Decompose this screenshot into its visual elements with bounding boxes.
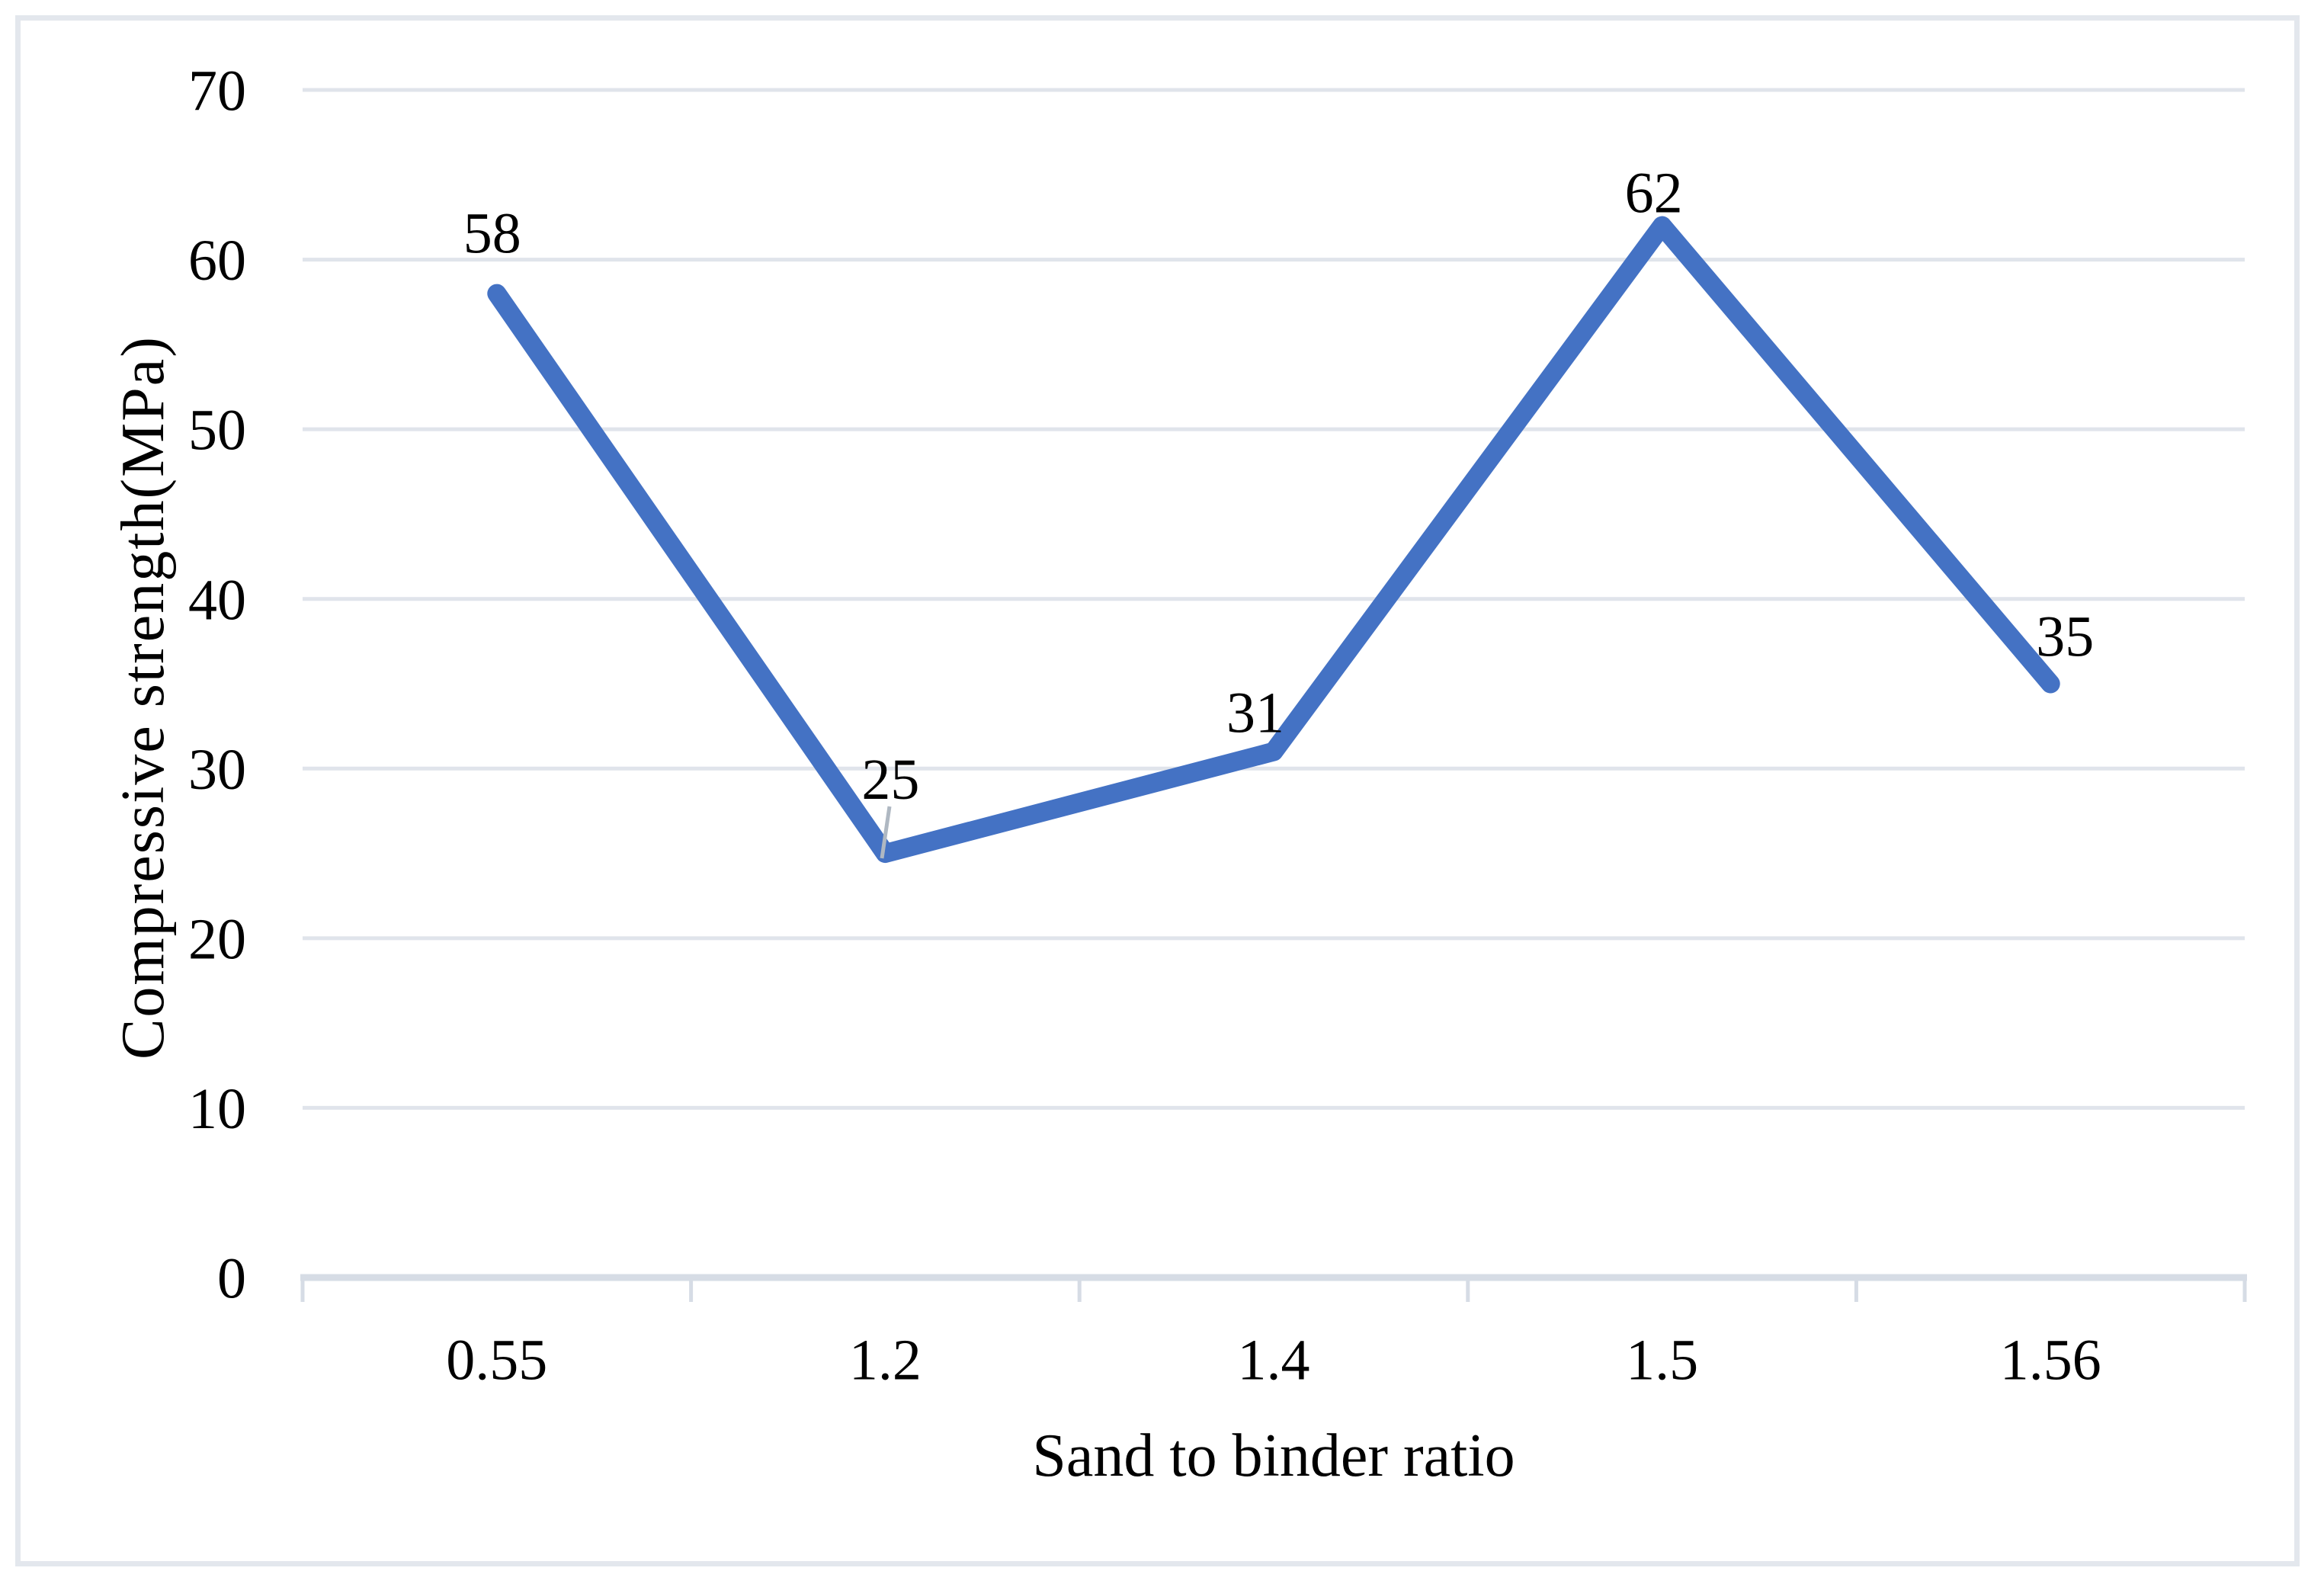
y-tick-label-10: 10 [188, 1077, 246, 1141]
data-labels: 58 25 31 62 35 [463, 162, 2094, 859]
y-tick-label-40: 40 [188, 568, 246, 632]
x-tick-label-4: 1.56 [2000, 1329, 2101, 1393]
x-tick-label-1: 1.2 [849, 1329, 922, 1393]
gridlines [303, 88, 2245, 1110]
data-label-point-0: 58 [463, 202, 521, 266]
data-label-point-4: 35 [2036, 605, 2094, 669]
data-label-point-1: 25 [861, 748, 919, 812]
data-series-line [487, 216, 2060, 864]
y-tick-label-60: 60 [188, 229, 246, 293]
y-tick-label-70: 70 [188, 59, 246, 123]
axes [300, 1274, 2247, 1302]
x-tick-label-2: 1.4 [1238, 1329, 1310, 1393]
y-tick-label-0: 0 [217, 1247, 246, 1311]
x-axis-title: Sand to binder ratio [1032, 1422, 1515, 1489]
data-label-leader-line [880, 806, 892, 859]
y-tick-label-50: 50 [188, 399, 246, 463]
data-label-point-3: 62 [1625, 162, 1683, 226]
y-tick-label-20: 20 [188, 907, 246, 971]
figure-border [15, 15, 2300, 1566]
y-tick-label-30: 30 [188, 738, 246, 802]
tick-labels: 0 10 20 30 40 50 60 70 0.55 1.2 1.4 1.5 1.56 [188, 59, 2101, 1393]
x-tick-label-0: 0.55 [446, 1329, 547, 1393]
series-line [487, 216, 2060, 864]
data-label-point-2: 31 [1226, 681, 1284, 745]
y-axis-title: Compressive strength(MPa) [110, 335, 177, 1060]
x-tick-label-3: 1.5 [1626, 1329, 1698, 1393]
